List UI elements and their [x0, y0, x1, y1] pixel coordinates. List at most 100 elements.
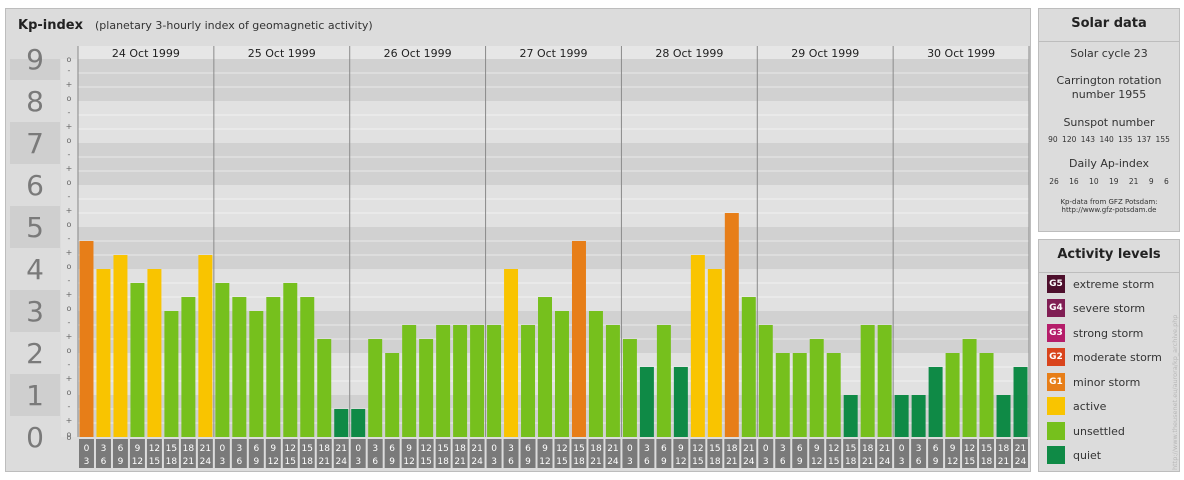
interval-label-start: 3 — [372, 444, 378, 454]
level-swatch: G4 — [1047, 299, 1065, 317]
kp-bar — [911, 395, 926, 437]
interval-label-end: 6 — [916, 457, 922, 467]
interval-cell — [809, 439, 825, 468]
interval-label-start: 9 — [678, 444, 684, 454]
interval-label-start: 9 — [270, 444, 276, 454]
y-tick-label: 8 — [26, 85, 44, 118]
kp-bar — [402, 324, 417, 437]
interval-label-end: 12 — [539, 457, 550, 467]
interval-cell — [554, 439, 570, 468]
ap-index-values: 26 16 10 19 21 9 6 — [1049, 177, 1169, 186]
y-label-band — [10, 206, 60, 248]
interval-label-end: 12 — [811, 457, 822, 467]
interval-label-start: 6 — [797, 444, 803, 454]
source-link[interactable]: http://www.gfz-potsdam.de — [1061, 206, 1157, 214]
interval-label-end: 15 — [285, 457, 296, 467]
level-swatch — [1047, 397, 1065, 415]
level-label: quiet — [1073, 448, 1102, 462]
interval-label-end: 9 — [797, 457, 803, 467]
kp-bar — [130, 282, 145, 437]
interval-label-start: 9 — [135, 444, 141, 454]
y-tick-label: 2 — [26, 337, 44, 370]
y-tick-label: 3 — [26, 295, 44, 328]
kp-bar — [741, 297, 756, 437]
interval-label-end: 6 — [236, 457, 242, 467]
solar-cycle-text: Solar cycle 23 — [1070, 47, 1148, 60]
kp-bar — [877, 324, 892, 437]
kp-bar — [470, 324, 485, 437]
y-label-band — [10, 290, 60, 332]
kp-bar — [843, 395, 858, 437]
interval-label-start: 18 — [998, 444, 1010, 454]
y-label-band — [10, 374, 60, 416]
interval-label-start: 18 — [726, 444, 738, 454]
y-label-band — [10, 416, 60, 458]
level-label: strong storm — [1073, 326, 1144, 340]
interval-label-end: 3 — [219, 457, 225, 467]
interval-label-start: 18 — [590, 444, 602, 454]
minor-tick-label: o — [67, 430, 72, 439]
interval-label-start: 15 — [845, 444, 856, 454]
minor-tick-label: o — [67, 262, 72, 271]
kp-bar — [113, 255, 128, 437]
interval-label-start: 12 — [285, 444, 296, 454]
interval-label-start: 18 — [862, 444, 874, 454]
level-swatch — [1047, 446, 1065, 464]
y-tick-label: 5 — [26, 211, 44, 244]
y-label-band — [10, 80, 60, 122]
y-tick-label: 0 — [26, 421, 44, 454]
interval-label-end: 3 — [491, 457, 497, 467]
interval-label-end: 21 — [183, 457, 194, 467]
interval-cell — [571, 439, 587, 468]
minor-tick-label: + — [66, 374, 73, 383]
minor-tick-label: + — [66, 122, 73, 131]
interval-cell — [163, 439, 179, 468]
interval-label-start: 12 — [149, 444, 160, 454]
minor-tick-label: o — [67, 433, 72, 442]
interval-label-end: 21 — [998, 457, 1009, 467]
sunspot-title: Sunspot number — [1063, 116, 1155, 129]
interval-cell — [248, 439, 264, 468]
interval-label-end: 21 — [319, 457, 330, 467]
interval-cell — [367, 439, 383, 468]
minor-tick-label: - — [68, 360, 71, 369]
y-label-band — [10, 59, 60, 80]
interval-label-end: 3 — [763, 457, 769, 467]
interval-cell — [503, 439, 519, 468]
minor-tick-column — [61, 59, 77, 437]
kp-bar — [996, 395, 1011, 437]
day-label: 26 Oct 1999 — [384, 47, 452, 60]
solar-data-panel: Solar data Solar cycle 23 Carrington rot… — [1038, 8, 1180, 232]
interval-label-start: 15 — [573, 444, 584, 454]
interval-label-start: 3 — [101, 444, 107, 454]
day-label: 29 Oct 1999 — [791, 47, 859, 60]
interval-cell — [928, 439, 944, 468]
level-active: active — [1047, 397, 1106, 415]
interval-label-start: 0 — [627, 444, 633, 454]
interval-label-end: 9 — [389, 457, 395, 467]
kp-bar — [147, 269, 162, 437]
kp-bar — [266, 297, 281, 437]
interval-label-start: 3 — [780, 444, 786, 454]
interval-label-start: 0 — [899, 444, 905, 454]
interval-label-end: 12 — [132, 457, 143, 467]
level-swatch: G5 — [1047, 275, 1065, 293]
interval-cell — [860, 439, 876, 468]
interval-cell — [95, 439, 111, 468]
kp-bar — [198, 255, 213, 437]
interval-label-end: 12 — [947, 457, 958, 467]
interval-label-start: 3 — [916, 444, 922, 454]
interval-label-start: 0 — [355, 444, 361, 454]
kp-bar — [639, 366, 654, 437]
interval-label-start: 15 — [302, 444, 313, 454]
interval-label-start: 3 — [644, 444, 650, 454]
day-label: 30 Oct 1999 — [927, 47, 995, 60]
interval-label-start: 21 — [607, 444, 618, 454]
level-label: extreme storm — [1073, 277, 1155, 291]
minor-tick-label: o — [67, 304, 72, 313]
interval-cell — [469, 439, 485, 468]
minor-tick-label: o — [67, 178, 72, 187]
interval-label-end: 18 — [573, 457, 585, 467]
interval-label-start: 21 — [1015, 444, 1026, 454]
